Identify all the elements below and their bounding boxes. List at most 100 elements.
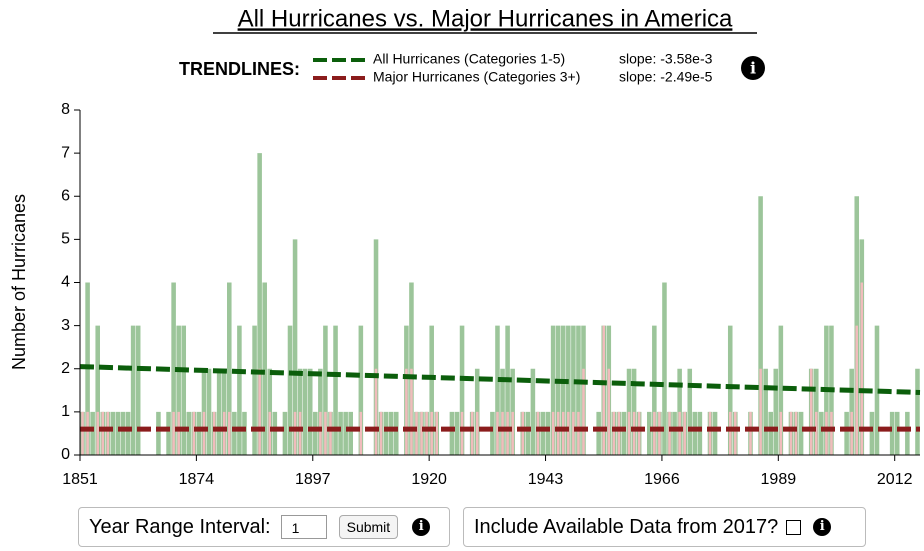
major-bar xyxy=(860,282,864,455)
chart-title: All Hurricanes vs. Major Hurricanes in A… xyxy=(238,5,733,32)
major-bar xyxy=(329,411,332,455)
all-bar xyxy=(773,368,779,455)
info-icon[interactable] xyxy=(741,56,765,80)
major-bar xyxy=(430,411,433,455)
all-bar xyxy=(672,411,677,455)
all-bar xyxy=(819,411,824,455)
major-bar xyxy=(222,411,226,455)
all-bar xyxy=(388,411,394,455)
major-bar xyxy=(809,368,813,455)
x-tick-label: 1943 xyxy=(528,471,564,488)
major-bar xyxy=(830,411,833,455)
all-bar xyxy=(313,411,318,455)
all-bar xyxy=(555,325,561,455)
major-bar xyxy=(501,411,504,455)
major-bar xyxy=(106,411,110,455)
major-bar xyxy=(734,411,737,455)
x-tick-label: 1851 xyxy=(62,471,98,488)
major-bar xyxy=(475,411,479,455)
all-bar xyxy=(915,368,920,455)
interval-input[interactable]: 1 xyxy=(280,515,327,539)
major-bar xyxy=(415,411,418,455)
all-bar xyxy=(566,325,571,455)
all-bar xyxy=(237,325,242,455)
major-bar xyxy=(789,411,793,455)
major-bar xyxy=(561,411,565,455)
all-bar xyxy=(621,411,627,455)
major-bar xyxy=(637,411,641,455)
major-bar xyxy=(577,411,580,455)
y-tick-label: 7 xyxy=(61,144,70,161)
major-bar xyxy=(298,411,302,455)
x-tick-label: 1989 xyxy=(761,471,797,488)
legend-label: All Hurricanes (Categories 1-5) xyxy=(373,51,565,67)
info-icon[interactable]: i xyxy=(813,518,832,536)
major-bar xyxy=(749,411,752,455)
include-label: Include Available Data from 2017? xyxy=(474,515,779,538)
trendline xyxy=(79,364,921,395)
major-bar xyxy=(324,411,327,455)
legend-title: TRENDLINES: xyxy=(179,59,300,79)
all-bar xyxy=(120,411,126,455)
all-bar xyxy=(571,325,576,455)
major-bar xyxy=(658,411,661,455)
major-bar xyxy=(683,411,686,455)
major-bar xyxy=(379,411,383,455)
x-tick-label: 1897 xyxy=(295,471,331,488)
major-bar xyxy=(511,411,514,455)
all-bar xyxy=(530,368,536,455)
all-bar xyxy=(171,282,176,455)
major-bar xyxy=(815,411,818,455)
all-bar xyxy=(798,411,804,455)
all-bar xyxy=(449,411,455,455)
all-bar xyxy=(596,411,601,455)
major-bar xyxy=(425,411,428,455)
major-bar xyxy=(653,411,656,455)
all-bar xyxy=(95,325,100,455)
all-bar xyxy=(495,325,500,455)
all-bar xyxy=(662,282,667,455)
all-bar xyxy=(459,325,465,455)
include-control: Include Available Data from 2017? i xyxy=(463,507,866,547)
all-bar xyxy=(272,411,278,455)
major-bar xyxy=(202,411,206,455)
all-bar xyxy=(889,411,895,455)
all-bar xyxy=(292,239,298,455)
major-bar xyxy=(728,411,732,455)
all-bar xyxy=(763,368,768,455)
major-bar xyxy=(678,411,681,455)
major-bar xyxy=(96,411,99,455)
all-bar xyxy=(652,325,657,455)
info-icon[interactable]: i xyxy=(412,518,431,536)
submit-button[interactable]: Submit xyxy=(338,515,399,539)
all-bar xyxy=(687,368,693,455)
all-bar xyxy=(110,411,116,455)
all-bar xyxy=(338,411,343,455)
major-bar xyxy=(627,411,631,455)
all-bar xyxy=(550,325,556,455)
all-bar xyxy=(156,411,161,455)
checkbox[interactable] xyxy=(786,519,802,535)
all-bar xyxy=(257,153,262,455)
major-bar xyxy=(536,411,540,455)
all-bar xyxy=(373,239,379,455)
all-bar xyxy=(323,325,328,455)
all-bar xyxy=(505,325,510,455)
major-bar xyxy=(420,411,423,455)
major-bar xyxy=(172,411,175,455)
all-bar xyxy=(393,411,399,455)
major-bar xyxy=(794,411,798,455)
all-bar xyxy=(343,411,348,455)
all-bar xyxy=(778,325,784,455)
major-bar xyxy=(470,411,474,455)
all-bar xyxy=(525,411,531,455)
info-icon-glyph: i xyxy=(750,59,756,78)
legend-label: Major Hurricanes (Categories 3+) xyxy=(373,69,580,85)
all-bar xyxy=(302,368,308,455)
all-bar xyxy=(560,325,566,455)
major-bar xyxy=(551,411,555,455)
major-bar xyxy=(258,368,261,455)
all-bar xyxy=(186,411,192,455)
all-bar xyxy=(196,411,202,455)
